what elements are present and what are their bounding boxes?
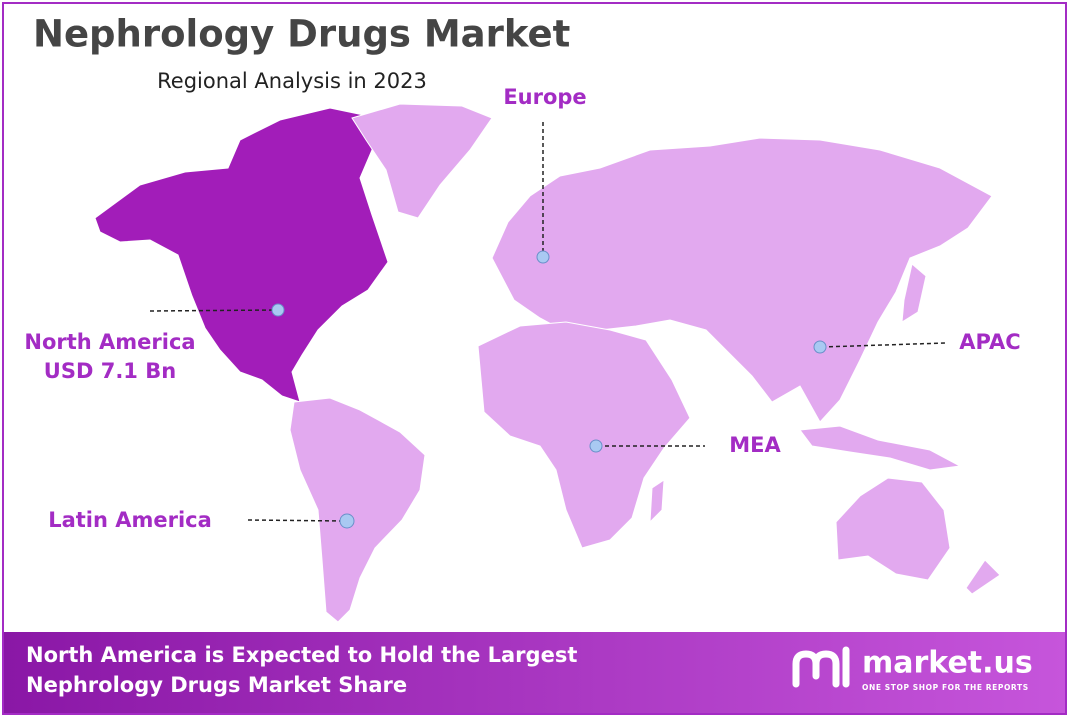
region-label: APAC <box>959 330 1020 354</box>
marker <box>589 439 603 453</box>
southeast-asia-islands <box>799 425 962 471</box>
footer: North America is Expected to Hold the La… <box>4 632 1065 713</box>
north-america <box>94 107 389 403</box>
region-callouts: North America USD 7.1 Bn Europe APAC MEA… <box>24 85 1020 532</box>
footer-line: North America is Expected to Hold the La… <box>26 643 577 667</box>
marker <box>536 250 550 264</box>
tagline: ONE STOP SHOP FOR THE REPORTS <box>862 683 1029 692</box>
leader-line <box>149 309 278 312</box>
title: Nephrology Drugs Market <box>33 13 570 56</box>
greenland <box>351 103 493 219</box>
leader-line <box>247 519 346 522</box>
region-label: Latin America <box>48 508 212 532</box>
logo-mark <box>792 646 850 688</box>
footer-band <box>4 632 1065 713</box>
region-label: MEA <box>729 433 781 457</box>
madagascar <box>649 479 665 524</box>
new-zealand <box>965 559 1001 595</box>
footer-line: Nephrology Drugs Market Share <box>26 673 407 697</box>
marker <box>813 340 827 354</box>
subtitle: Regional Analysis in 2023 <box>157 69 427 93</box>
marker <box>339 513 355 529</box>
brand: market.us <box>862 646 1033 681</box>
region-label: Europe <box>503 85 586 109</box>
marker <box>271 303 285 317</box>
logo: market.us ONE STOP SHOP FOR THE REPORTS <box>792 646 1033 692</box>
region-label: North America <box>24 330 195 354</box>
world-map <box>94 103 1001 623</box>
eurasia <box>491 137 993 423</box>
japan <box>901 263 927 323</box>
australia <box>835 477 951 581</box>
africa <box>477 321 691 549</box>
region-value: USD 7.1 Bn <box>44 359 176 383</box>
south-america <box>289 397 426 623</box>
